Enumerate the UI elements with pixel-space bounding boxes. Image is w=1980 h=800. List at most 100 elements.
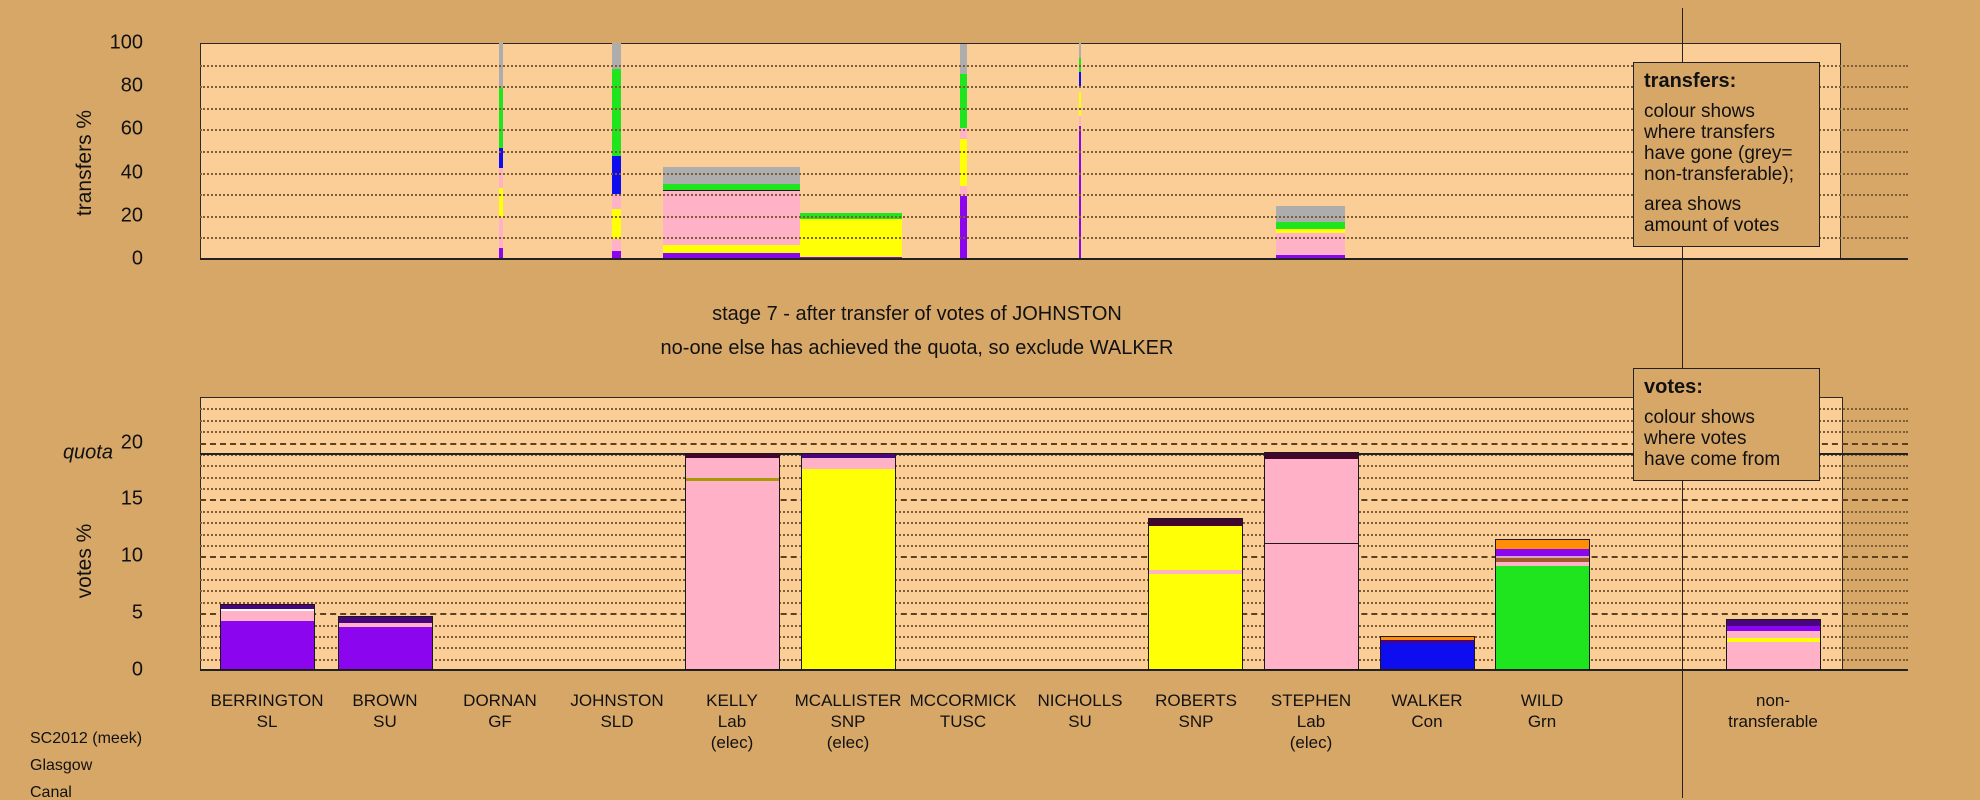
transfers-bar-mccormick-segment-pink — [960, 127, 967, 139]
votes-bar-wild-segment-orange — [1496, 539, 1589, 549]
transfers-bar-johnston-segment-yellow — [612, 208, 621, 239]
votes-gridline-22 — [200, 419, 1908, 422]
votes-bar-roberts-outline — [1148, 517, 1243, 670]
votes-gridline-8 — [200, 579, 1908, 581]
votes-baseline — [200, 669, 1908, 671]
transfers-bar-nicholls-segment-yellow — [1079, 92, 1081, 116]
transfers-gridline-40 — [200, 172, 1908, 175]
transfers-bar-dornan-segment-pink — [499, 217, 503, 248]
votes-bar-berrington-segment-white — [221, 608, 314, 611]
votes-bar-kelly-segment-darktop — [686, 453, 779, 458]
votes-bar-stephen-segment-darktop — [1265, 453, 1358, 459]
votes-bar-mcallister-segment-pink — [802, 458, 895, 469]
source-election-label: SC2012 (meek) — [30, 730, 143, 747]
votes-legend: votes: colour shows where votes have com… — [1633, 368, 1820, 481]
transfers-bar-stephen-segment-pink — [1276, 233, 1345, 256]
votes-gridline-18 — [200, 465, 1908, 468]
transfers-bar-mccormick-segment-yellow — [960, 138, 967, 186]
transfers-gridline-80 — [200, 86, 1908, 89]
votes-bar-walker-outline — [1380, 636, 1475, 670]
votes-bar-kelly-segment-pink — [686, 480, 779, 670]
votes-bar-wild-segment-purple — [1496, 548, 1589, 557]
votes-bar-mcallister-segment-indigo — [802, 454, 895, 459]
votes-bar-berrington-segment-indigo — [221, 604, 314, 609]
transfers-gridline-10 — [200, 237, 1908, 240]
transfers-bar-mccormick-segment-pink — [960, 185, 967, 197]
axis-label-kelly: KELLY Lab (elec) — [706, 691, 758, 752]
votes-bar-brown-segment-indigo — [339, 616, 432, 624]
transfers-y-tick-0: 0 — [131, 247, 143, 270]
votes-bar-brown-segment-pink — [339, 623, 432, 627]
votes-legend-title: votes: — [1644, 376, 1703, 398]
votes-gridline-11 — [200, 544, 1908, 547]
votes-gridline-2 — [200, 647, 1908, 650]
votes-gridline-23 — [200, 408, 1908, 411]
votes-bar-non-transferable-segment-pink — [1727, 630, 1820, 639]
transfers-legend-text-1: colour shows where transfers have gone (… — [1644, 101, 1794, 185]
transfers-bar-stephen-segment-purple — [1276, 255, 1345, 259]
transfers-gridline-50 — [200, 151, 1908, 153]
transfers-bar-mccormick-segment-green — [960, 73, 967, 128]
votes-bar-roberts-segment-darktop — [1149, 518, 1242, 526]
votes-bar-roberts-segment-yellow — [1149, 525, 1242, 570]
transfers-bar-johnston-segment-grey — [612, 43, 621, 69]
votes-gridline-4 — [200, 624, 1908, 627]
transfers-y-tick-20: 20 — [120, 204, 143, 227]
votes-bar-kelly-outline — [685, 452, 780, 670]
axis-label-johnston: JOHNSTON SLD — [570, 691, 664, 731]
axis-label-wild: WILD Grn — [1520, 691, 1564, 731]
votes-y-tick-15: 15 — [120, 487, 143, 510]
votes-bar-kelly-segment-pink — [686, 457, 779, 478]
votes-bar-non-transferable-segment-pink — [1727, 641, 1820, 670]
votes-bar-brown-outline — [338, 615, 433, 670]
transfers-gridline-60 — [200, 129, 1908, 132]
transfers-bar-stephen-segment-yellow — [1276, 228, 1345, 234]
votes-gridline-1 — [200, 658, 1908, 661]
transfers-bar-kelly-segment-green — [663, 184, 800, 191]
transfers-bar-kelly-segment-purple — [663, 252, 800, 259]
votes-gridline-14 — [200, 510, 1908, 513]
votes-bar-kelly-segment-olive — [686, 477, 779, 481]
axis-label-mccormick: MCCORMICK TUSC — [909, 691, 1017, 731]
transfers-gridline-70 — [200, 107, 1908, 110]
transfers-legend-title: transfers: — [1644, 70, 1737, 92]
votes-y-tick-5: 5 — [131, 601, 143, 624]
votes-y-tick-10: 10 — [120, 544, 143, 567]
transfers-bar-stephen-segment-green — [1276, 222, 1345, 229]
votes-bar-walker-segment-orange — [1381, 637, 1474, 641]
votes-gridline-9 — [200, 567, 1908, 570]
votes-bar-non-transferable-outline — [1726, 618, 1821, 670]
quota-label: quota — [62, 441, 113, 464]
votes-bar-wild-outline — [1495, 538, 1590, 670]
transfers-legend-text-2: area shows amount of votes — [1644, 194, 1780, 236]
transfers-bar-nicholls-segment-grey — [1079, 43, 1081, 59]
votes-bar-wild-segment-brown — [1496, 557, 1589, 562]
transfers-bar-dornan-segment-purple — [499, 247, 503, 259]
axis-label-roberts: ROBERTS SNP — [1155, 691, 1237, 731]
stage-title-line-1: stage 7 - after transfer of votes of JOH… — [712, 303, 1122, 325]
votes-bar-stephen-outline — [1264, 452, 1359, 670]
transfers-gridline-30 — [200, 194, 1908, 197]
axis-label-mcallister: MCALLISTER SNP (elec) — [794, 691, 902, 752]
votes-bar-non-transferable-segment-yellow — [1727, 638, 1820, 642]
votes-gridline-16 — [200, 488, 1908, 490]
transfers-bar-mccormick-segment-grey — [960, 43, 967, 74]
votes-bar-wild-segment-green — [1496, 566, 1589, 670]
votes-bar-stephen-segment-pink — [1265, 544, 1358, 670]
votes-bar-brown-segment-purple — [339, 626, 432, 670]
votes-bar-wild-segment-mauve — [1496, 556, 1589, 558]
transfers-bar-johnston-segment-pink — [612, 193, 621, 209]
transfers-gridline-20 — [200, 215, 1908, 218]
votes-gridline-5 — [200, 613, 1908, 616]
votes-bar-berrington-outline — [220, 603, 315, 670]
votes-gridline-20 — [200, 442, 1908, 445]
votes-bar-wild-segment-pink — [1496, 561, 1589, 567]
transfers-y-tick-60: 60 — [120, 117, 143, 140]
transfers-bar-kelly-segment-dark — [663, 190, 800, 192]
transfers-bar-dornan-segment-yellow — [499, 187, 503, 218]
votes-legend-text-1: colour shows where votes have come from — [1644, 407, 1781, 470]
votes-gridline-19 — [200, 453, 1908, 456]
transfers-bar-stephen-segment-grey — [1276, 206, 1345, 223]
votes-y-tick-0: 0 — [131, 658, 143, 681]
